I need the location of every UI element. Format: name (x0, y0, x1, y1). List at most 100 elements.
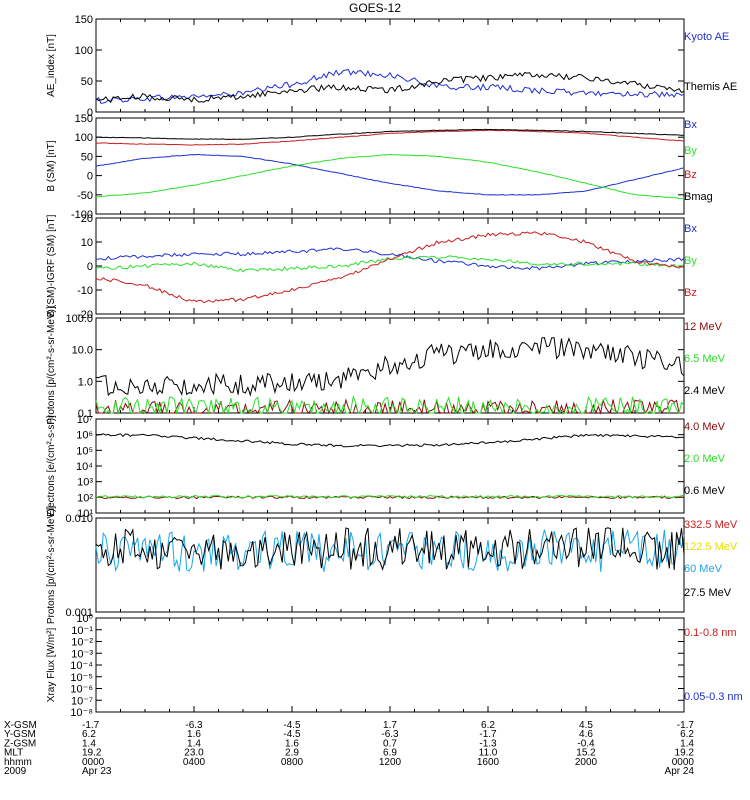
xaxis-row-value: 19.2 (82, 748, 102, 759)
legend-bx: Bx (684, 223, 697, 235)
xaxis-row-label: Z-GSM (4, 738, 36, 749)
panel-1-ytick-label: 150 (75, 14, 93, 26)
xaxis-row-value: -4.5 (283, 720, 301, 731)
panel-7-ylabel: Xray Flux [W/m²] (46, 628, 57, 703)
panel-5-ylabel: Electrons [e/(cm²-s-sr)] (46, 415, 57, 517)
panel-7-ytick-label: 10⁻⁸ (70, 707, 93, 719)
xaxis-row-value: Apr 24 (665, 766, 695, 777)
panel-1-series-kyoto-ae (95, 69, 685, 104)
panel-3-ytick-label: -20 (77, 309, 93, 321)
xaxis-row-value: -4.5 (283, 729, 301, 740)
xaxis-row-value: 6.2 (680, 729, 694, 740)
panel-3-ytick-label: 0 (87, 261, 93, 273)
figure-title: GOES-12 (348, 1, 402, 15)
xaxis-row-value: 1600 (477, 757, 500, 768)
panel-5-ytick-label: 10⁷ (77, 414, 93, 426)
panel-2-series-by (95, 153, 685, 200)
panel-2-ytick-label: -50 (77, 190, 93, 202)
panel-4-ytick-label: 10.0 (72, 345, 93, 357)
xaxis-row-value: -6.3 (185, 720, 203, 731)
xaxis-row-value: Apr 23 (82, 766, 112, 777)
legend-2-4-mev: 2.4 MeV (684, 385, 726, 397)
xaxis-row-value: 0400 (183, 757, 206, 768)
xaxis-row-value: 0800 (281, 757, 304, 768)
legend-bz: Bz (684, 169, 697, 181)
panel-5-series-4-0-mev (95, 495, 685, 500)
xaxis-row-value: 2000 (575, 757, 598, 768)
xaxis-row-value: 1200 (379, 757, 402, 768)
xaxis-row-value: 6.9 (383, 748, 397, 759)
panel-6-ytick-label: 0.010 (65, 513, 93, 525)
legend-0-6-mev: 0.6 MeV (684, 485, 726, 497)
xaxis-row-value: 0.7 (383, 738, 397, 749)
panel-7-ytick-label: 10⁻¹ (71, 625, 93, 637)
xaxis-row-value: 1.4 (680, 738, 694, 749)
panel-2-ytick-label: 150 (75, 113, 93, 125)
panel-5-frame (95, 418, 685, 514)
legend-kyoto-ae: Kyoto AE (684, 31, 729, 43)
panel-1-series-themis-ae (95, 72, 685, 103)
panel-3-series-bx (96, 247, 685, 271)
panel-7-ytick-label: 10⁻⁶ (70, 684, 93, 696)
panel-1-ytick-label: 100 (75, 45, 93, 57)
panel-7-ytick-label: 10⁻² (71, 637, 93, 649)
xaxis-row-value: 0000 (82, 757, 105, 768)
panel-5-ytick-label: 10⁶ (76, 430, 93, 442)
panel-5-ytick-label: 10¹ (77, 508, 93, 520)
xaxis-row-value: -6.3 (381, 729, 399, 740)
panel-4-ytick-label: 1.0 (78, 376, 93, 388)
legend-332-5-mev: 332.5 MeV (684, 519, 738, 531)
legend-themis-ae: Themis AE (684, 81, 737, 93)
xaxis-row-value: -1.7 (479, 729, 497, 740)
legend-2-0-mev: 2.0 MeV (684, 453, 726, 465)
xaxis-row-value: 1.6 (285, 738, 299, 749)
legend-bx: Bx (684, 119, 697, 131)
legend-6-5-mev: 6.5 MeV (684, 353, 726, 365)
xaxis-row-value: 6.2 (82, 729, 96, 740)
xaxis-row-value: 1.4 (82, 738, 96, 749)
panel-5-ytick-label: 10² (77, 492, 93, 504)
panel-1-frame (95, 18, 685, 113)
panel-7-ytick-label: 10⁰ (76, 613, 93, 625)
panel-2-series-bz (95, 129, 685, 146)
panel-1-ytick-label: 50 (81, 76, 93, 88)
xaxis-row-value: 1.6 (187, 729, 201, 740)
panel-4-ylabel: Protons [p/(cm²-s-sr-MeV)] (46, 306, 57, 425)
xaxis-row-value: -1.7 (677, 720, 695, 731)
xaxis-row-value: -1.3 (479, 738, 497, 749)
panel-3-series-bz (95, 231, 685, 304)
panel-2-ytick-label: -100 (71, 209, 93, 221)
xaxis-row-value: 1.4 (187, 738, 201, 749)
panel-2-ytick-label: 0 (87, 171, 93, 183)
panel-6-frame (95, 517, 685, 613)
panel-3-ytick-label: 20 (81, 213, 93, 225)
panel-2-ytick-label: 50 (81, 151, 93, 163)
legend-bz: Bz (684, 287, 697, 299)
legend-4-0-mev: 4.0 MeV (684, 421, 726, 433)
xaxis-row-value: 23.0 (184, 748, 204, 759)
panel-6-ylabel: Protons [p/(cm²-s-sr-MeV)] (46, 506, 57, 625)
panel-1-ytick-label: 0 (87, 107, 93, 119)
xaxis-row-value: 0000 (672, 757, 695, 768)
xaxis-row-label: MLT (4, 748, 23, 759)
legend-60-mev: 60 MeV (684, 563, 723, 575)
legend-122-5-mev: 122.5 MeV (684, 541, 738, 553)
panel-3-ytick-label: -10 (77, 285, 93, 297)
panel-3-ytick-label: 10 (81, 237, 93, 249)
panel-2-ylabel: B (SM) [nT] (46, 140, 57, 191)
panel-7-ytick-label: 10⁻³ (71, 648, 93, 660)
xaxis-row-value: 11.0 (479, 748, 498, 759)
panel-3-series-by (95, 255, 685, 273)
xaxis-row-value: 15.2 (576, 748, 596, 759)
panel-1-ylabel: AE_index [nT] (46, 34, 57, 97)
xaxis-row-value: 6.2 (481, 720, 495, 731)
panel-5-series-0-6-mev (95, 433, 685, 448)
xaxis-row-value: 2.9 (285, 748, 299, 759)
panel-4-series-6-5-mev (95, 395, 685, 415)
panel-7-ytick-label: 10⁻⁴ (70, 660, 93, 672)
panel-5-ytick-label: 10³ (77, 477, 93, 489)
panel-5-ytick-label: 10⁴ (76, 461, 93, 473)
panel-6-series-27-5-mev (95, 527, 685, 571)
panel-7-ytick-label: 10⁻⁷ (71, 695, 93, 707)
xaxis-row-label: Y-GSM (4, 729, 36, 740)
